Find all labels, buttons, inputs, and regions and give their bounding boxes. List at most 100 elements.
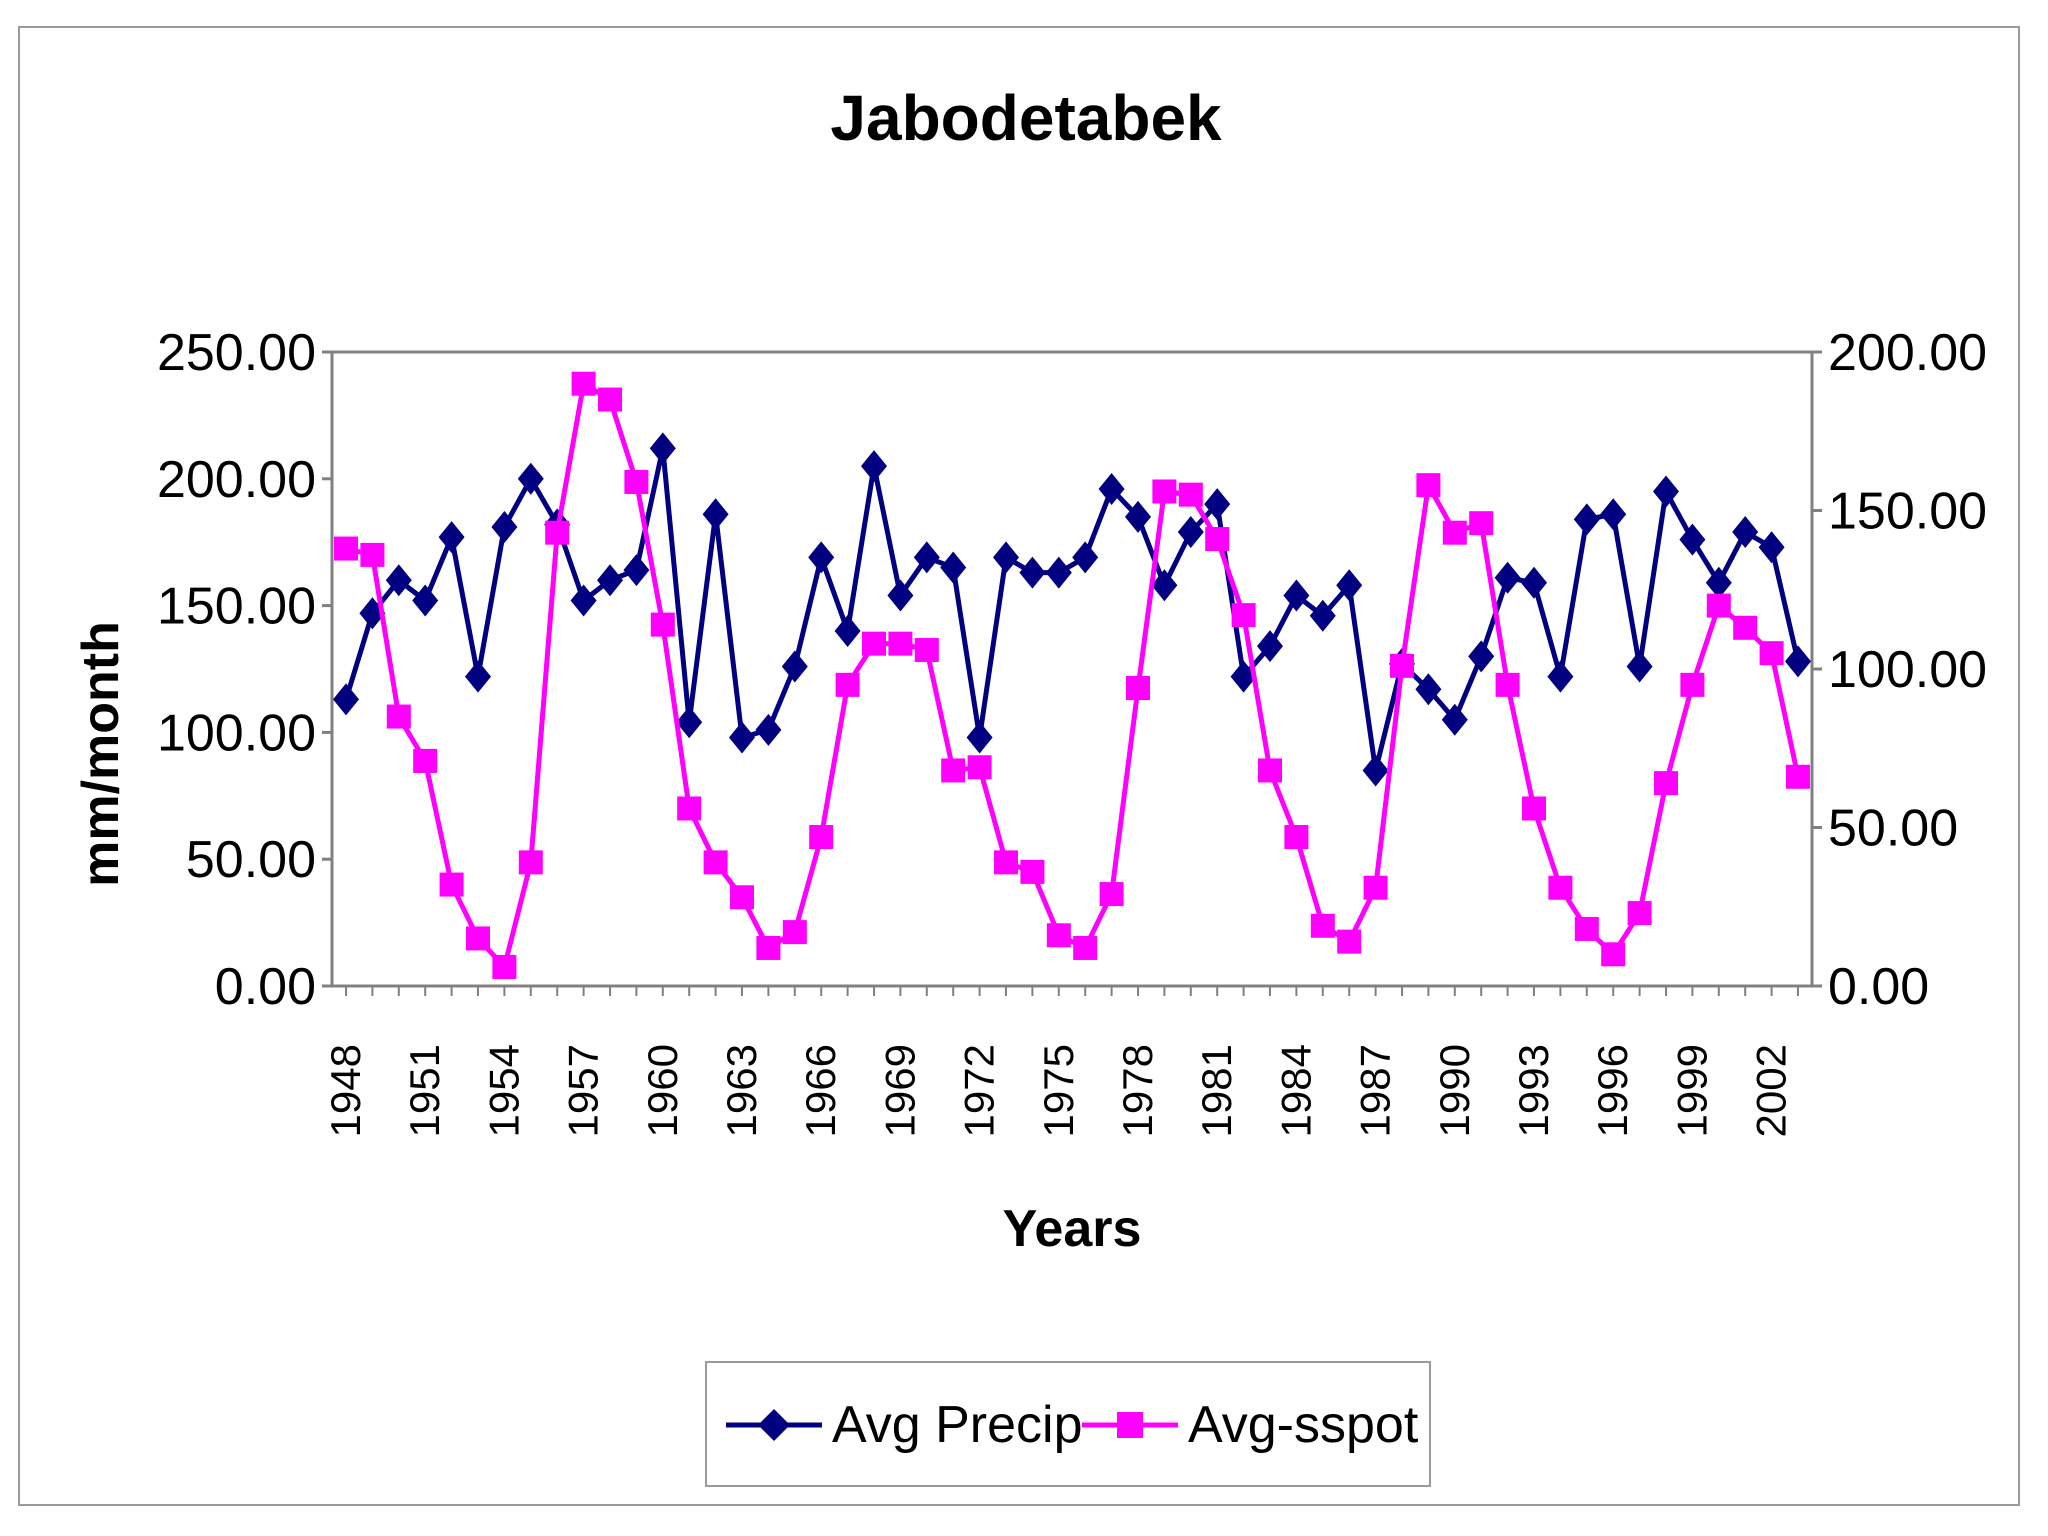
data-point-precip [993,541,1019,574]
data-point-sspot [413,748,438,773]
left-y-tick-label: 0.00 [215,958,316,1016]
data-point-sspot [518,850,543,875]
data-point-sspot [941,758,966,783]
data-point-sspot [1654,771,1678,796]
data-point-precip [1653,475,1679,508]
x-tick-label: 1999 [1668,1044,1715,1137]
data-point-precip [1494,561,1521,594]
data-point-precip [887,579,914,612]
data-point-sspot [1152,479,1177,504]
series-layer [333,371,1811,979]
data-point-sspot [334,536,358,561]
data-point-sspot [1178,482,1203,507]
data-point-sspot [1337,929,1362,954]
data-point-precip [1415,673,1442,706]
data-point-sspot [1046,923,1071,948]
data-point-precip [781,650,808,683]
data-point-sspot [1733,615,1758,640]
data-point-sspot [1706,593,1731,618]
x-axis: 1948 1951 1954 1957 1960 1963 1966 1969 1972 1975… [322,986,1799,1137]
data-point-sspot [1205,527,1230,552]
data-point-precip [570,584,597,617]
data-point-precip [1626,650,1653,683]
data-point-precip [1705,566,1732,599]
data-point-precip [1098,472,1125,505]
data-point-precip [1072,541,1099,574]
plot-area [330,350,1814,988]
data-point-precip [597,564,623,597]
left-y-tick-label: 200.00 [157,451,316,509]
data-point-precip [1468,640,1495,673]
x-tick-label: 1969 [876,1044,923,1137]
x-tick-label: 1963 [718,1044,765,1137]
data-point-precip [1151,569,1178,602]
x-tick-label: 1966 [797,1044,844,1137]
series-avg-precip [333,432,1811,787]
data-point-sspot [1548,875,1573,900]
data-point-precip [676,706,703,739]
x-tick-label: 1972 [956,1044,1003,1137]
right-y-tick-label: 200.00 [1828,324,1987,382]
data-point-sspot [677,796,702,821]
data-point-sspot [1073,935,1098,960]
x-tick-label: 1948 [322,1044,369,1137]
data-point-sspot [703,850,728,875]
data-point-sspot [1574,916,1599,941]
data-point-sspot [598,387,622,412]
left-y-tick-label: 100.00 [157,704,316,762]
data-point-sspot [439,872,464,897]
data-point-sspot [1390,653,1414,678]
x-tick-label: 1984 [1272,1044,1319,1137]
data-point-sspot [492,954,517,979]
data-point-sspot [1099,882,1124,907]
right-y-tick-label: 100.00 [1828,641,1987,699]
data-point-precip [517,462,544,495]
data-point-sspot [782,920,807,945]
data-point-precip [438,521,465,554]
data-point-precip [1309,599,1336,632]
legend-marker-precip [758,1409,790,1441]
data-point-sspot [1759,641,1784,666]
data-point-precip [1045,556,1072,589]
data-point-sspot [571,371,596,396]
x-tick-label: 1987 [1352,1044,1399,1137]
data-point-precip [1679,523,1706,556]
left-y-axis: 0.00 50.00 100.00 150.00 200.00 250.00 [157,324,332,1016]
chart: Jabodetabek 0.00 50.00 100.00 150.00 200.00 2… [72,82,1987,1487]
data-point-precip [1283,579,1310,612]
data-point-sspot [835,672,860,697]
data-point-precip [649,432,676,465]
data-point-sspot [809,825,834,850]
data-point-precip [491,510,518,543]
data-point-precip [729,721,755,754]
data-point-sspot [1416,473,1441,498]
data-point-precip [1019,556,1046,589]
data-point-precip [966,721,993,754]
right-y-tick-label: 0.00 [1828,958,1929,1016]
data-point-precip [1785,645,1811,678]
data-point-precip [755,713,782,746]
right-y-tick-label: 150.00 [1828,483,1987,541]
data-point-precip [1600,498,1627,531]
data-point-sspot [1231,603,1256,628]
data-point-precip [1204,488,1231,521]
left-y-tick-label: 250.00 [157,324,316,382]
series-avg-sspot [334,371,1810,979]
data-point-precip [1521,566,1547,599]
data-point-sspot [1284,825,1309,850]
data-point-precip [1573,503,1600,536]
plot-border [330,350,1814,988]
data-point-sspot [1522,796,1546,821]
data-point-sspot [1786,764,1810,789]
data-point-sspot [1126,676,1150,701]
data-point-precip [834,614,861,647]
x-tick-label: 1996 [1589,1044,1636,1137]
data-point-precip [465,660,491,693]
data-point-sspot [1680,672,1705,697]
data-point-precip [412,584,439,617]
x-tick-label: 1954 [480,1044,527,1137]
legend: Avg Precip Avg-sspot [705,1361,1431,1487]
legend-label-precip: Avg Precip [832,1396,1083,1454]
chart-frame: Jabodetabek 0.00 50.00 100.00 150.00 200.00 2… [18,26,2020,1506]
data-point-sspot [1601,942,1626,967]
